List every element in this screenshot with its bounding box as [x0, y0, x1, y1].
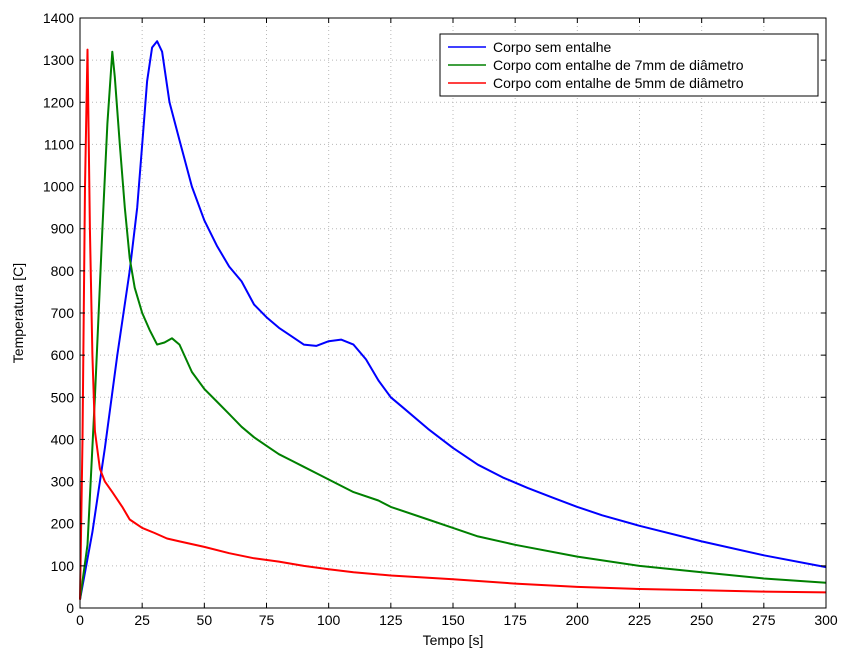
y-tick-label: 1300	[43, 52, 74, 68]
y-tick-label: 400	[51, 431, 75, 447]
y-axis-title: Temperatura [C]	[10, 263, 26, 363]
y-tick-label: 100	[51, 558, 75, 574]
y-tick-label: 200	[51, 516, 75, 532]
x-tick-label: 50	[197, 612, 213, 628]
x-tick-label: 225	[628, 612, 652, 628]
y-tick-label: 0	[66, 600, 74, 616]
x-tick-label: 100	[317, 612, 341, 628]
y-tick-label: 1400	[43, 10, 74, 26]
series-lines	[79, 40, 827, 600]
x-axis-title: Tempo [s]	[423, 632, 484, 648]
y-tick-label: 500	[51, 389, 75, 405]
legend-box	[439, 33, 819, 97]
x-tick-label: 175	[503, 612, 527, 628]
y-tick-label: 1000	[43, 179, 74, 195]
y-tick-label: 1200	[43, 94, 74, 110]
x-tick-label: 25	[134, 612, 150, 628]
legend-label-1: Corpo sem entalhe	[493, 39, 612, 55]
x-tick-label: 200	[566, 612, 590, 628]
series-line-3	[79, 48, 827, 600]
y-tick-label: 1100	[44, 136, 74, 152]
y-tick-label: 800	[51, 263, 75, 279]
x-tick-label: 275	[752, 612, 776, 628]
series-line-2	[79, 50, 827, 600]
x-tick-label: 150	[441, 612, 465, 628]
y-tick-label: 600	[51, 347, 75, 363]
x-tick-label: 250	[690, 612, 714, 628]
x-tick-label: 300	[814, 612, 838, 628]
x-tick-label: 125	[379, 612, 403, 628]
axis-ticks: 0 25 50 75 100 125 150 175 200 225 250 275 300 0 100 20…	[43, 10, 838, 628]
y-tick-label: 300	[51, 474, 75, 490]
grid-lines	[80, 18, 826, 608]
series-line-1	[79, 40, 827, 600]
y-tick-label: 900	[51, 221, 75, 237]
y-tick-label: 700	[51, 305, 75, 321]
legend: Corpo sem entalhe Corpo com entalhe de 7m…	[439, 33, 819, 97]
legend-label-2: Corpo com entalhe de 7mm de diâmetro	[493, 57, 744, 73]
legend-label-3: Corpo com entalhe de 5mm de diâmetro	[493, 75, 744, 91]
x-tick-label: 0	[76, 612, 84, 628]
x-tick-label: 75	[259, 612, 275, 628]
